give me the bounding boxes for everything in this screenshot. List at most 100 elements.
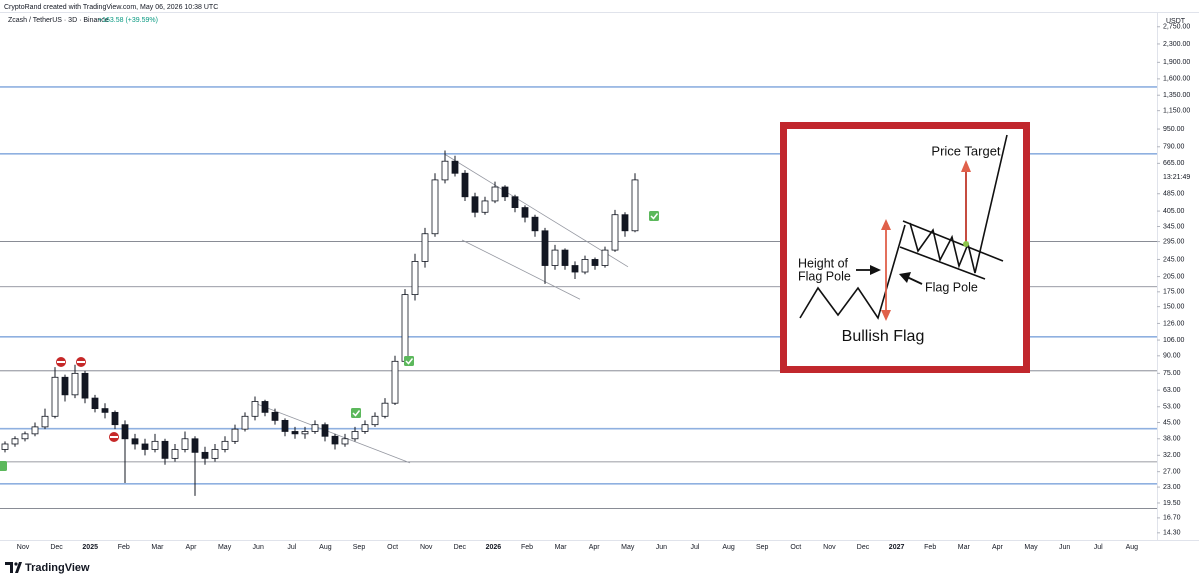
candle-body (561, 249, 569, 266)
candle-body (21, 433, 29, 440)
x-tick-label: Sep (756, 544, 769, 551)
candle-body (251, 401, 259, 417)
trendline (444, 154, 629, 268)
candle-body (61, 376, 69, 396)
x-tick-label: Nov (823, 544, 836, 551)
candle-body (451, 160, 459, 174)
candle-body (191, 438, 199, 453)
candle-body (81, 372, 89, 399)
candle-body (361, 424, 369, 432)
stop-marker (56, 357, 66, 367)
y-tick-label: 19.50 (1163, 500, 1181, 507)
price-target-label: Price Target (931, 143, 1001, 158)
candle-body (261, 401, 269, 413)
y-tick-label: 205.00 (1163, 273, 1185, 280)
candle-body (221, 440, 229, 450)
candle-body (271, 411, 279, 421)
candle-body (501, 186, 509, 198)
symbol: Zcash / TetherUS · 3D · Binance (8, 17, 109, 24)
candle-body (371, 415, 379, 426)
y-tick-label: 295.00 (1163, 238, 1185, 245)
x-tick-label: Apr (186, 544, 198, 551)
y-tick-label: 1,150.00 (1163, 107, 1190, 114)
candle-body (381, 402, 389, 417)
x-tick-label: 2027 (889, 544, 905, 551)
x-tick-label: May (218, 544, 232, 551)
x-tick-label: Aug (1126, 544, 1139, 551)
candle-body (351, 431, 359, 440)
y-tick-label: 14.30 (1163, 530, 1181, 537)
candle-body (101, 408, 109, 413)
candle-body (401, 294, 409, 362)
candle-body (151, 440, 159, 450)
candle-body (471, 196, 479, 213)
candle-body (211, 449, 219, 459)
footer-brand: TradingView (25, 562, 90, 574)
candle-body (71, 372, 79, 396)
candle-body (611, 214, 619, 251)
candle-body (51, 376, 59, 417)
x-tick-label: Jun (253, 544, 264, 551)
candle-body (1, 443, 9, 450)
footer-logo (5, 562, 22, 573)
x-tick-label: Jun (656, 544, 667, 551)
candle-body (341, 438, 349, 445)
candle-body (41, 415, 49, 428)
candle-body (321, 424, 329, 437)
y-tick-label: 1,900.00 (1163, 59, 1190, 66)
trendline (254, 402, 411, 464)
y-tick-label: 126.00 (1163, 320, 1185, 327)
y-tick-label: 27.00 (1163, 469, 1181, 476)
y-tick-label: 75.00 (1163, 370, 1181, 377)
x-tick-label: Aug (722, 544, 735, 551)
candle-body (521, 207, 529, 218)
candle-body (481, 200, 489, 213)
candle-body (601, 249, 609, 266)
candle-body (541, 230, 549, 266)
check-marker (404, 356, 414, 366)
x-tick-label: Sep (353, 544, 366, 551)
y-tick-label: 665.00 (1163, 160, 1185, 167)
y-tick-label: 45.00 (1163, 419, 1181, 426)
y-tick-label: 1,350.00 (1163, 92, 1190, 99)
candle-body (131, 438, 139, 445)
check-marker (0, 461, 7, 471)
x-tick-label: Mar (958, 544, 971, 551)
x-tick-label: Apr (992, 544, 1004, 551)
y-tick-label: 1,600.00 (1163, 76, 1190, 83)
x-tick-label: Feb (521, 544, 533, 551)
trendline (461, 239, 581, 300)
y-tick-label: 950.00 (1163, 126, 1185, 133)
candle-body (181, 438, 189, 450)
candle-body (241, 415, 249, 430)
x-tick-label: Mar (151, 544, 164, 551)
bullish-flag-inset: Price Target Height of Flag Pole Flag Po… (780, 122, 1030, 373)
candle-body (171, 449, 179, 459)
currency: USDT (1166, 18, 1186, 25)
candle-body (91, 397, 99, 409)
y-tick-label: 63.00 (1163, 387, 1181, 394)
candle-body (591, 259, 599, 266)
candle-body (511, 196, 519, 208)
y-tick-label: 90.00 (1163, 353, 1181, 360)
change: +163.58 (+39.59%) (98, 17, 158, 24)
x-tick-label: Dec (50, 544, 63, 551)
y-tick-label: 245.00 (1163, 256, 1185, 263)
y-tick-label: 32.00 (1163, 452, 1181, 459)
candle-body (231, 428, 239, 442)
y-tick-label: 2,750.00 (1163, 24, 1190, 31)
y-tick-label: 150.00 (1163, 303, 1185, 310)
x-tick-label: May (621, 544, 635, 551)
candle-body (531, 216, 539, 232)
candle-body (301, 431, 309, 435)
candle-body (421, 233, 429, 262)
x-tick-label: 2026 (486, 544, 502, 551)
markers (0, 211, 659, 471)
y-tick-label: 106.00 (1163, 337, 1185, 344)
x-tick-label: May (1024, 544, 1038, 551)
candle-body (11, 438, 19, 445)
candle-body (431, 179, 439, 235)
height-label: Flag Pole (798, 269, 851, 283)
